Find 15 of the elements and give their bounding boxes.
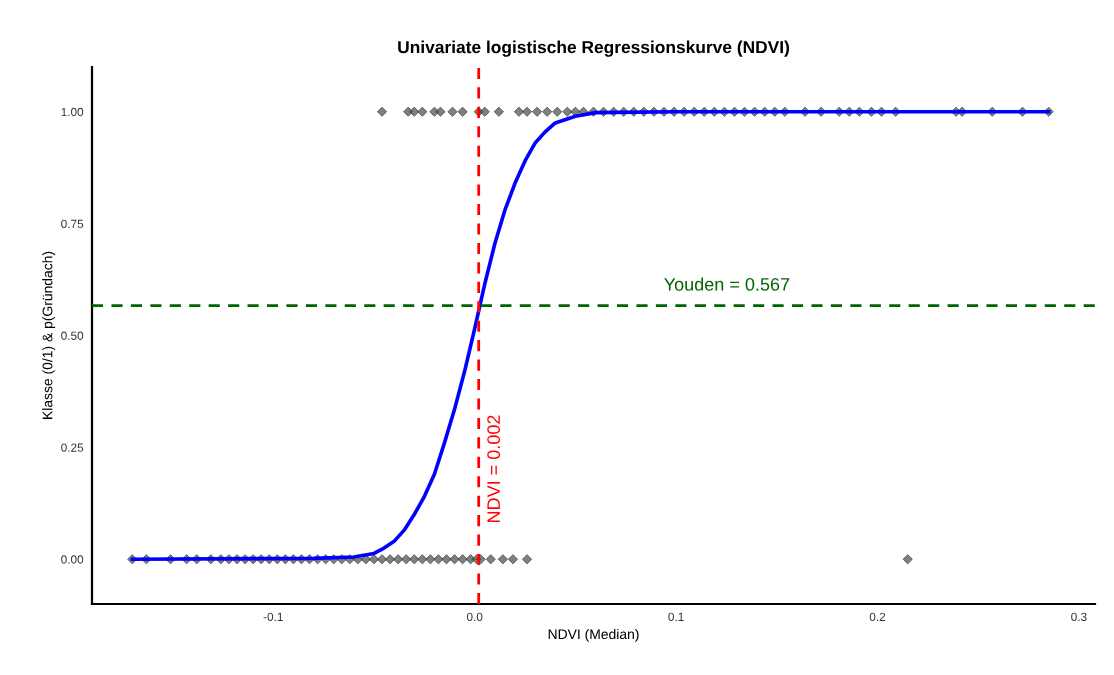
ref-line-label: Youden = 0.567 bbox=[664, 277, 790, 291]
y-tick-label: 0.00 bbox=[61, 555, 84, 564]
x-tick-label: 0.2 bbox=[869, 612, 886, 621]
ref-line-label: NDVI = 0.002 bbox=[487, 415, 501, 522]
x-tick-label: -0.1 bbox=[263, 612, 283, 621]
y-tick-label: 0.50 bbox=[61, 331, 84, 340]
x-axis-title: NDVI (Median) bbox=[548, 628, 639, 642]
x-tick-label: 0.0 bbox=[466, 612, 483, 621]
y-tick-label: 1.00 bbox=[61, 107, 84, 117]
x-tick-label: 0.3 bbox=[1071, 612, 1087, 621]
y-tick-label: 0.75 bbox=[61, 219, 84, 229]
y-axis-title: Klasse (0/1) & p(Gründach) bbox=[42, 251, 56, 419]
chart-title: Univariate logistische Regressionskurve (NDVI) bbox=[398, 40, 789, 57]
y-tick-label: 0.25 bbox=[61, 443, 84, 452]
x-tick-label: 0.1 bbox=[668, 612, 684, 621]
